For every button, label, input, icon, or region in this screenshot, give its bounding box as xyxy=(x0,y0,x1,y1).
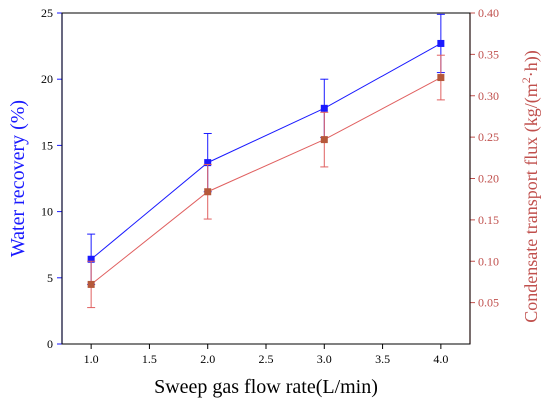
x-axis-label: Sweep gas flow rate(L/min) xyxy=(154,376,378,398)
y-right-tick-label: 0.05 xyxy=(478,296,499,310)
x-tick-label: 1.5 xyxy=(142,352,157,366)
y-axis-left-label: Water recovery (%) xyxy=(7,100,29,257)
condensate-flux-series-line xyxy=(90,77,442,285)
condensate-flux-point xyxy=(204,188,212,196)
y-axis-right-label: Condensate transport flux (kg/(m2·h)) xyxy=(519,50,542,322)
y-left-tick-label: 10 xyxy=(41,205,53,219)
condensate-flux-point xyxy=(320,136,328,144)
y-left-tick-label: 20 xyxy=(41,72,53,86)
plot-frame xyxy=(61,12,471,345)
x-tick-label: 2.5 xyxy=(259,352,274,366)
y-left-tick-label: 0 xyxy=(47,337,53,351)
x-tick-label: 4.0 xyxy=(433,352,448,366)
condensate-flux-point xyxy=(437,74,445,82)
y-right-tick-label: 0.40 xyxy=(478,6,499,20)
condensate-flux-point xyxy=(87,280,95,288)
y-axis-right-label-tail: ·h)) xyxy=(521,50,542,77)
y-right-tick-label: 0.35 xyxy=(478,47,499,61)
y-axis-right-label-sup: 2 xyxy=(519,77,533,83)
water-recovery-point xyxy=(204,159,212,167)
water-recovery-point xyxy=(87,255,95,263)
water-recovery-point xyxy=(437,39,445,47)
y-left-tick-label: 15 xyxy=(41,138,53,152)
y-right-tick-label: 0.25 xyxy=(478,130,499,144)
x-tick-label: 1.0 xyxy=(84,352,99,366)
x-tick-label: 2.0 xyxy=(200,352,215,366)
water-recovery-point xyxy=(320,104,328,112)
y-right-tick-label: 0.10 xyxy=(478,254,499,268)
x-tick-label: 3.0 xyxy=(317,352,332,366)
y-right-tick-label: 0.20 xyxy=(478,172,499,186)
y-right-tick-label: 0.15 xyxy=(478,213,499,227)
x-tick-label: 3.5 xyxy=(375,352,390,366)
y-left-tick-label: 5 xyxy=(47,271,53,285)
y-left-tick-label: 25 xyxy=(41,6,53,20)
y-right-tick-label: 0.30 xyxy=(478,89,499,103)
y-axis-right-label-main: Condensate transport flux (kg/(m xyxy=(521,83,542,322)
water-recovery-series-line xyxy=(90,43,442,260)
